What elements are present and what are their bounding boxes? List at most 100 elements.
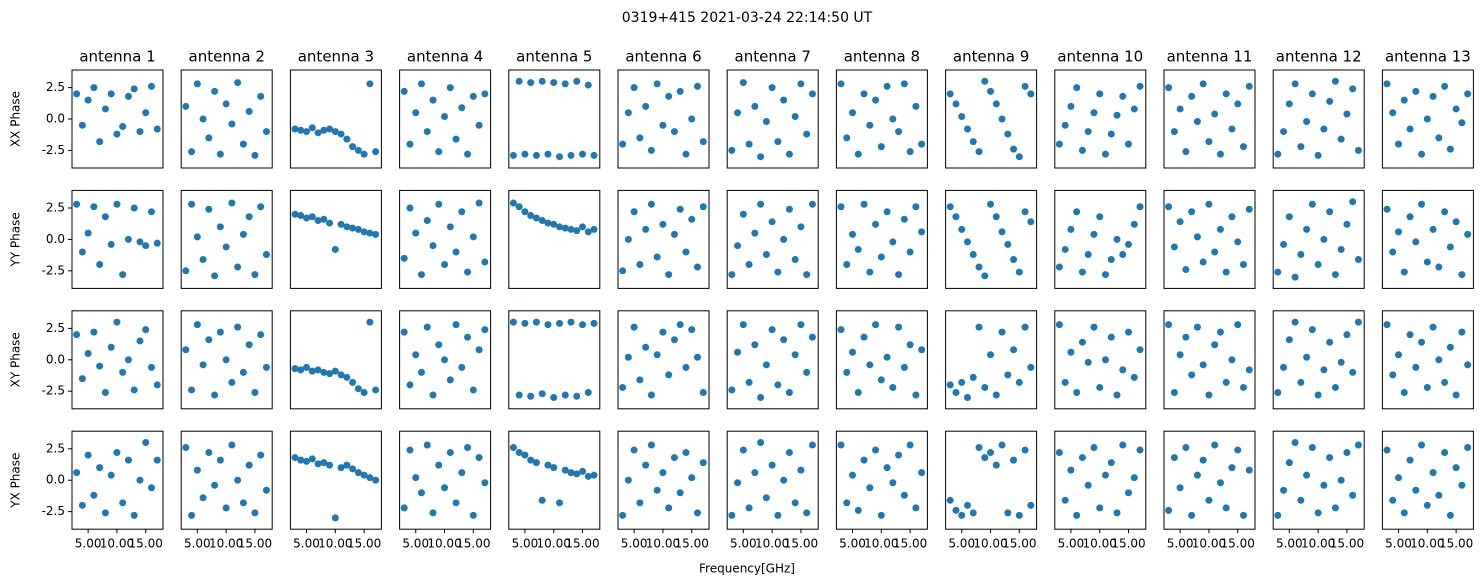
- axes-frame: [1054, 69, 1147, 169]
- point: [107, 343, 115, 351]
- point: [441, 484, 449, 492]
- point: [222, 243, 230, 251]
- point: [1337, 358, 1345, 366]
- point: [849, 471, 857, 479]
- point: [550, 79, 558, 87]
- x-tick-label: 10.00: [1192, 537, 1226, 551]
- point: [1216, 225, 1224, 233]
- y-tick-label: 2.5: [46, 441, 65, 455]
- point: [475, 454, 483, 462]
- point: [1354, 146, 1362, 154]
- point: [245, 213, 253, 221]
- axes-frame: [945, 69, 1038, 169]
- point: [458, 469, 466, 477]
- point: [1314, 391, 1322, 399]
- point: [216, 456, 224, 464]
- y-axis-label: XX Phase: [9, 91, 23, 147]
- point: [900, 363, 908, 371]
- point: [642, 102, 650, 110]
- point: [734, 109, 742, 117]
- point: [337, 371, 345, 379]
- point: [745, 261, 753, 269]
- point: [1090, 230, 1098, 238]
- point: [136, 128, 144, 136]
- point: [331, 367, 339, 375]
- point: [1130, 105, 1138, 113]
- point: [630, 208, 638, 216]
- point: [84, 451, 92, 459]
- point: [808, 200, 816, 208]
- point: [624, 109, 632, 117]
- x-tick-label: 15.00: [1002, 537, 1036, 551]
- point: [1228, 356, 1236, 364]
- x-tick-label: 10.00: [427, 537, 461, 551]
- point: [866, 484, 874, 492]
- axes-frame: [726, 310, 819, 410]
- point: [1096, 504, 1104, 512]
- point: [624, 235, 632, 243]
- point: [297, 366, 305, 374]
- point: [688, 115, 696, 123]
- point: [1239, 383, 1247, 391]
- point: [124, 456, 132, 464]
- y-axis-label: YX Phase: [9, 453, 23, 509]
- point: [1222, 268, 1230, 276]
- point: [228, 441, 236, 449]
- point: [579, 150, 587, 158]
- point: [544, 321, 552, 329]
- point: [222, 100, 230, 108]
- axes-frame: [1272, 69, 1365, 169]
- point: [866, 361, 874, 369]
- point: [843, 368, 851, 376]
- point: [527, 79, 535, 87]
- point: [1383, 446, 1391, 454]
- point: [1055, 449, 1063, 457]
- point: [1170, 128, 1178, 136]
- x-axis-label: Frequency[GHz]: [699, 562, 795, 576]
- point: [762, 494, 770, 502]
- point: [803, 368, 811, 376]
- point: [573, 392, 581, 400]
- point: [308, 213, 316, 221]
- point: [251, 509, 259, 517]
- point: [90, 84, 98, 92]
- point: [1400, 509, 1408, 517]
- point: [1435, 491, 1443, 499]
- point: [360, 150, 368, 158]
- point: [1383, 80, 1391, 88]
- point: [1165, 506, 1173, 514]
- point: [1061, 378, 1069, 386]
- point: [343, 373, 351, 381]
- point: [372, 476, 380, 484]
- point: [975, 263, 983, 271]
- point: [958, 112, 966, 120]
- point: [1193, 118, 1201, 126]
- point: [73, 469, 81, 477]
- point: [699, 388, 707, 396]
- point: [1395, 140, 1403, 148]
- point: [745, 378, 753, 386]
- point: [1308, 444, 1316, 452]
- point: [1274, 511, 1282, 519]
- point: [78, 375, 86, 383]
- point: [1406, 125, 1414, 133]
- point: [446, 84, 454, 92]
- y-tick-label: -2.5: [42, 384, 65, 398]
- point: [682, 363, 690, 371]
- point: [1274, 388, 1282, 396]
- point: [481, 326, 489, 334]
- point: [331, 514, 339, 522]
- axes-frame: [289, 189, 382, 289]
- point: [1205, 200, 1213, 208]
- point: [130, 204, 138, 212]
- point: [1182, 148, 1190, 156]
- point: [1136, 346, 1144, 354]
- point: [854, 506, 862, 514]
- point: [1101, 150, 1109, 158]
- x-tick-label: 10.00: [209, 537, 243, 551]
- point: [636, 134, 644, 142]
- point: [768, 461, 776, 469]
- point: [1228, 464, 1236, 472]
- point: [1280, 363, 1288, 371]
- y-tick-label: 2.5: [46, 200, 65, 214]
